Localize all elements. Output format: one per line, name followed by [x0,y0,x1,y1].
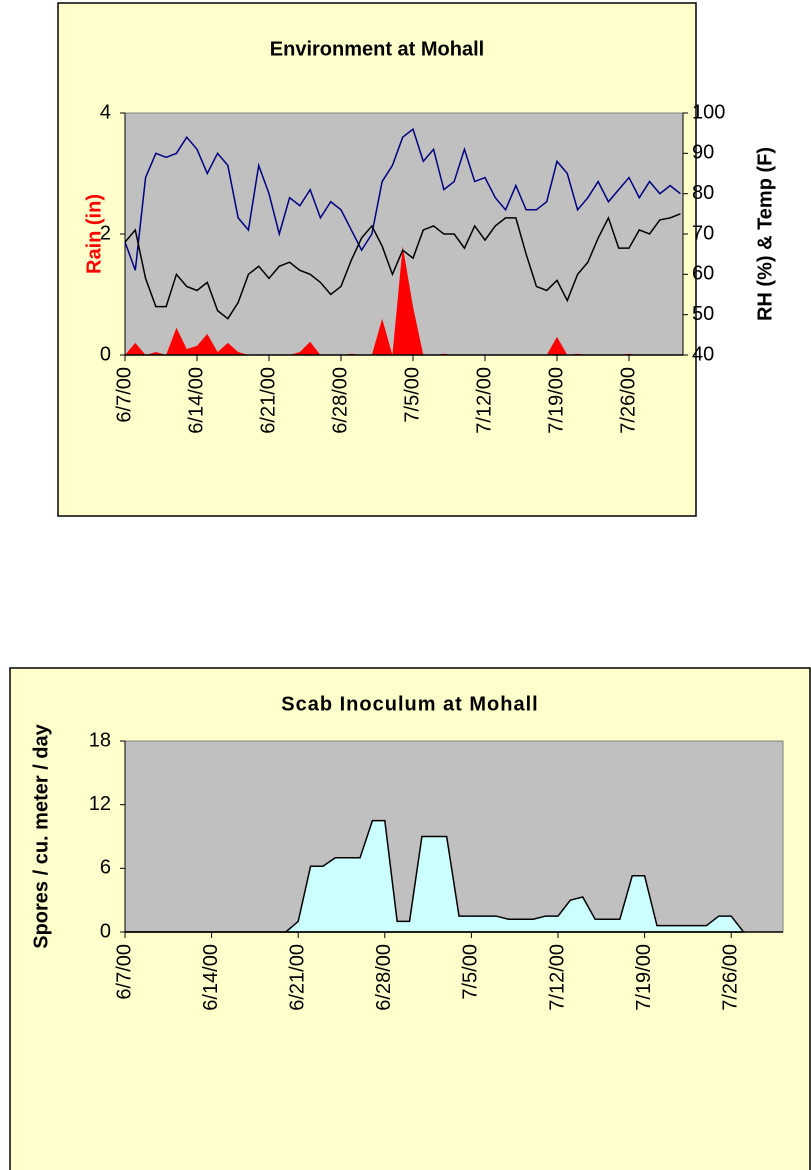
x-tick-label: 7/12/00 [473,367,495,434]
line [124,127,681,271]
line [124,213,681,320]
x-tick-label: 7/19/00 [545,367,567,434]
area [125,246,681,355]
x-tick-label: 6/21/00 [257,367,279,434]
x-tick-label: 7/5/00 [401,367,423,423]
x-tick-label: 7/12/00 [546,944,568,1011]
x-tick-label: 7/26/00 [617,367,639,434]
x-tick-label: 7/26/00 [719,944,741,1011]
y2-axis-label: RH (%) & Temp (F) [754,147,776,321]
x-tick-label: 6/7/00 [113,367,135,423]
y2-tick-label: 80 [692,182,714,204]
x-tick-label: 6/28/00 [373,944,395,1011]
y-axis-label: Spores / cu. meter / day [30,723,52,948]
x-tick-label: 6/7/00 [113,944,135,1000]
y2-tick-label: 70 [692,222,714,244]
chart-title: Environment at Mohall [270,38,484,60]
y2-tick-label: 90 [692,142,714,164]
y-tick-label: 4 [100,101,111,123]
y2-tick-label: 100 [692,101,725,123]
x-tick-label: 7/5/00 [460,944,482,1000]
y-axis-label: Rain (in) [83,194,105,274]
y-tick-label: 0 [100,343,111,365]
y-tick-label: 12 [89,793,111,815]
x-tick-label: 7/19/00 [633,944,655,1011]
y2-tick-label: 50 [692,303,714,325]
y-tick-label: 2 [100,222,111,244]
y-tick-label: 0 [100,920,111,942]
y2-tick-label: 60 [692,263,714,285]
y2-tick-label: 40 [692,343,714,365]
x-tick-label: 6/21/00 [286,944,308,1011]
y-tick-label: 6 [100,857,111,879]
chart-title: Scab Inoculum at Mohall [281,693,538,715]
x-tick-label: 6/14/00 [200,944,222,1011]
x-tick-label: 6/28/00 [329,367,351,434]
y-tick-label: 18 [89,729,111,751]
x-tick-label: 6/14/00 [185,367,207,434]
